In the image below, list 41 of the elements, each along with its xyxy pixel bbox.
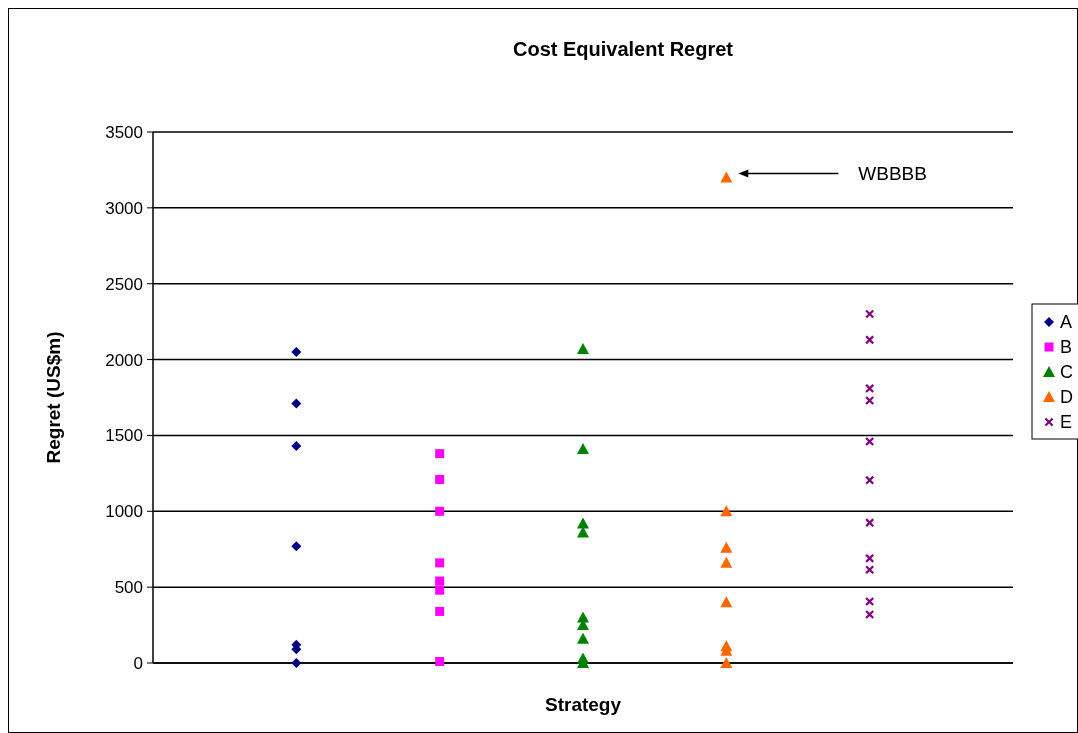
point (577, 443, 589, 455)
y-tick-label: 3500 (105, 122, 143, 142)
y-axis-title: Regret (US$m) (43, 331, 64, 464)
point (291, 398, 302, 409)
point (291, 658, 302, 668)
y-tick-label: 3000 (105, 198, 143, 218)
legend-label: B (1060, 337, 1073, 358)
point (435, 576, 445, 586)
y-tick-label: 2000 (105, 350, 143, 370)
point (291, 346, 302, 357)
point (291, 541, 302, 552)
legend-label: C (1060, 362, 1073, 383)
point (720, 171, 733, 183)
point (720, 596, 733, 608)
point (720, 505, 733, 517)
point (435, 558, 445, 568)
legend-label: D (1060, 387, 1073, 408)
point (577, 342, 589, 354)
y-tick-label: 0 (133, 653, 143, 673)
point (435, 585, 445, 595)
point (577, 632, 589, 644)
point (720, 541, 733, 553)
point (435, 606, 445, 616)
point (435, 474, 445, 484)
legend-label: A (1060, 312, 1073, 333)
y-tick-label: 2500 (105, 274, 143, 294)
point (435, 656, 445, 666)
chart-title: Cost Equivalent Regret (512, 38, 734, 60)
y-tick-label: 1000 (105, 502, 143, 522)
point (291, 441, 302, 452)
y-tick-label: 500 (114, 578, 143, 598)
y-tick-label: 1500 (105, 426, 143, 446)
annotation: WBBBB (858, 163, 927, 185)
legend-label: E (1060, 412, 1073, 433)
point (865, 475, 874, 485)
point (435, 449, 445, 459)
point (720, 657, 733, 668)
point (865, 335, 874, 345)
point (720, 556, 733, 568)
point (435, 506, 445, 516)
x-axis-title: Strategy (544, 694, 622, 715)
